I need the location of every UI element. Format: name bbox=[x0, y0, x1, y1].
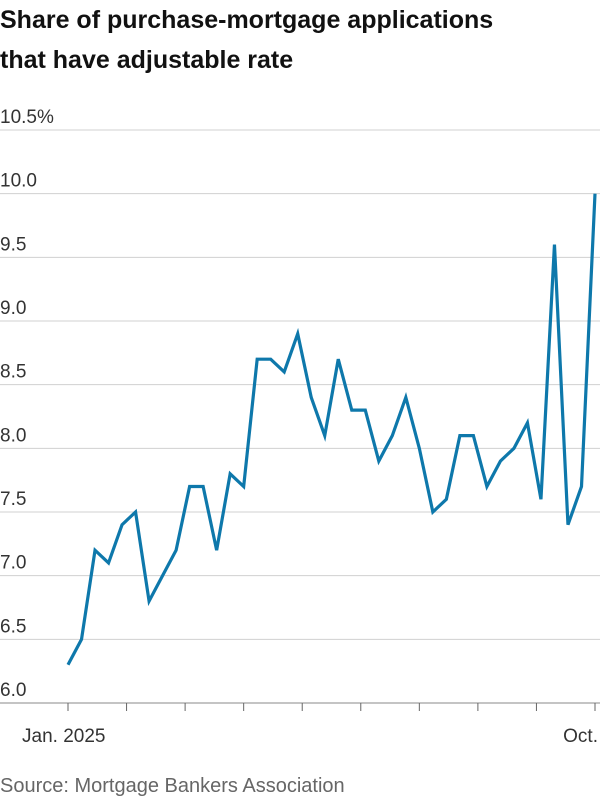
x-tick-label: Jan. 2025 bbox=[22, 726, 105, 747]
y-tick-label: 7.5 bbox=[0, 489, 26, 510]
y-tick-label: 9.5 bbox=[0, 234, 26, 255]
y-tick-label: 6.5 bbox=[0, 616, 26, 637]
source: Source: Mortgage Bankers Association bbox=[0, 775, 345, 797]
y-tick-label: 6.0 bbox=[0, 680, 26, 701]
data-line bbox=[66, 193, 597, 666]
y-tick-label: 7.0 bbox=[0, 553, 26, 574]
y-tick-label: 9.0 bbox=[0, 298, 26, 319]
y-tick-label: 10.0 bbox=[0, 171, 37, 192]
y-tick-label: 8.0 bbox=[0, 425, 26, 446]
y-tick-label: 8.5 bbox=[0, 362, 26, 383]
x-tick-label: Oct. bbox=[563, 726, 598, 747]
y-tick-label: 10.5% bbox=[0, 107, 54, 128]
chart-title: Share of purchase-mortgage applications t… bbox=[0, 6, 493, 74]
